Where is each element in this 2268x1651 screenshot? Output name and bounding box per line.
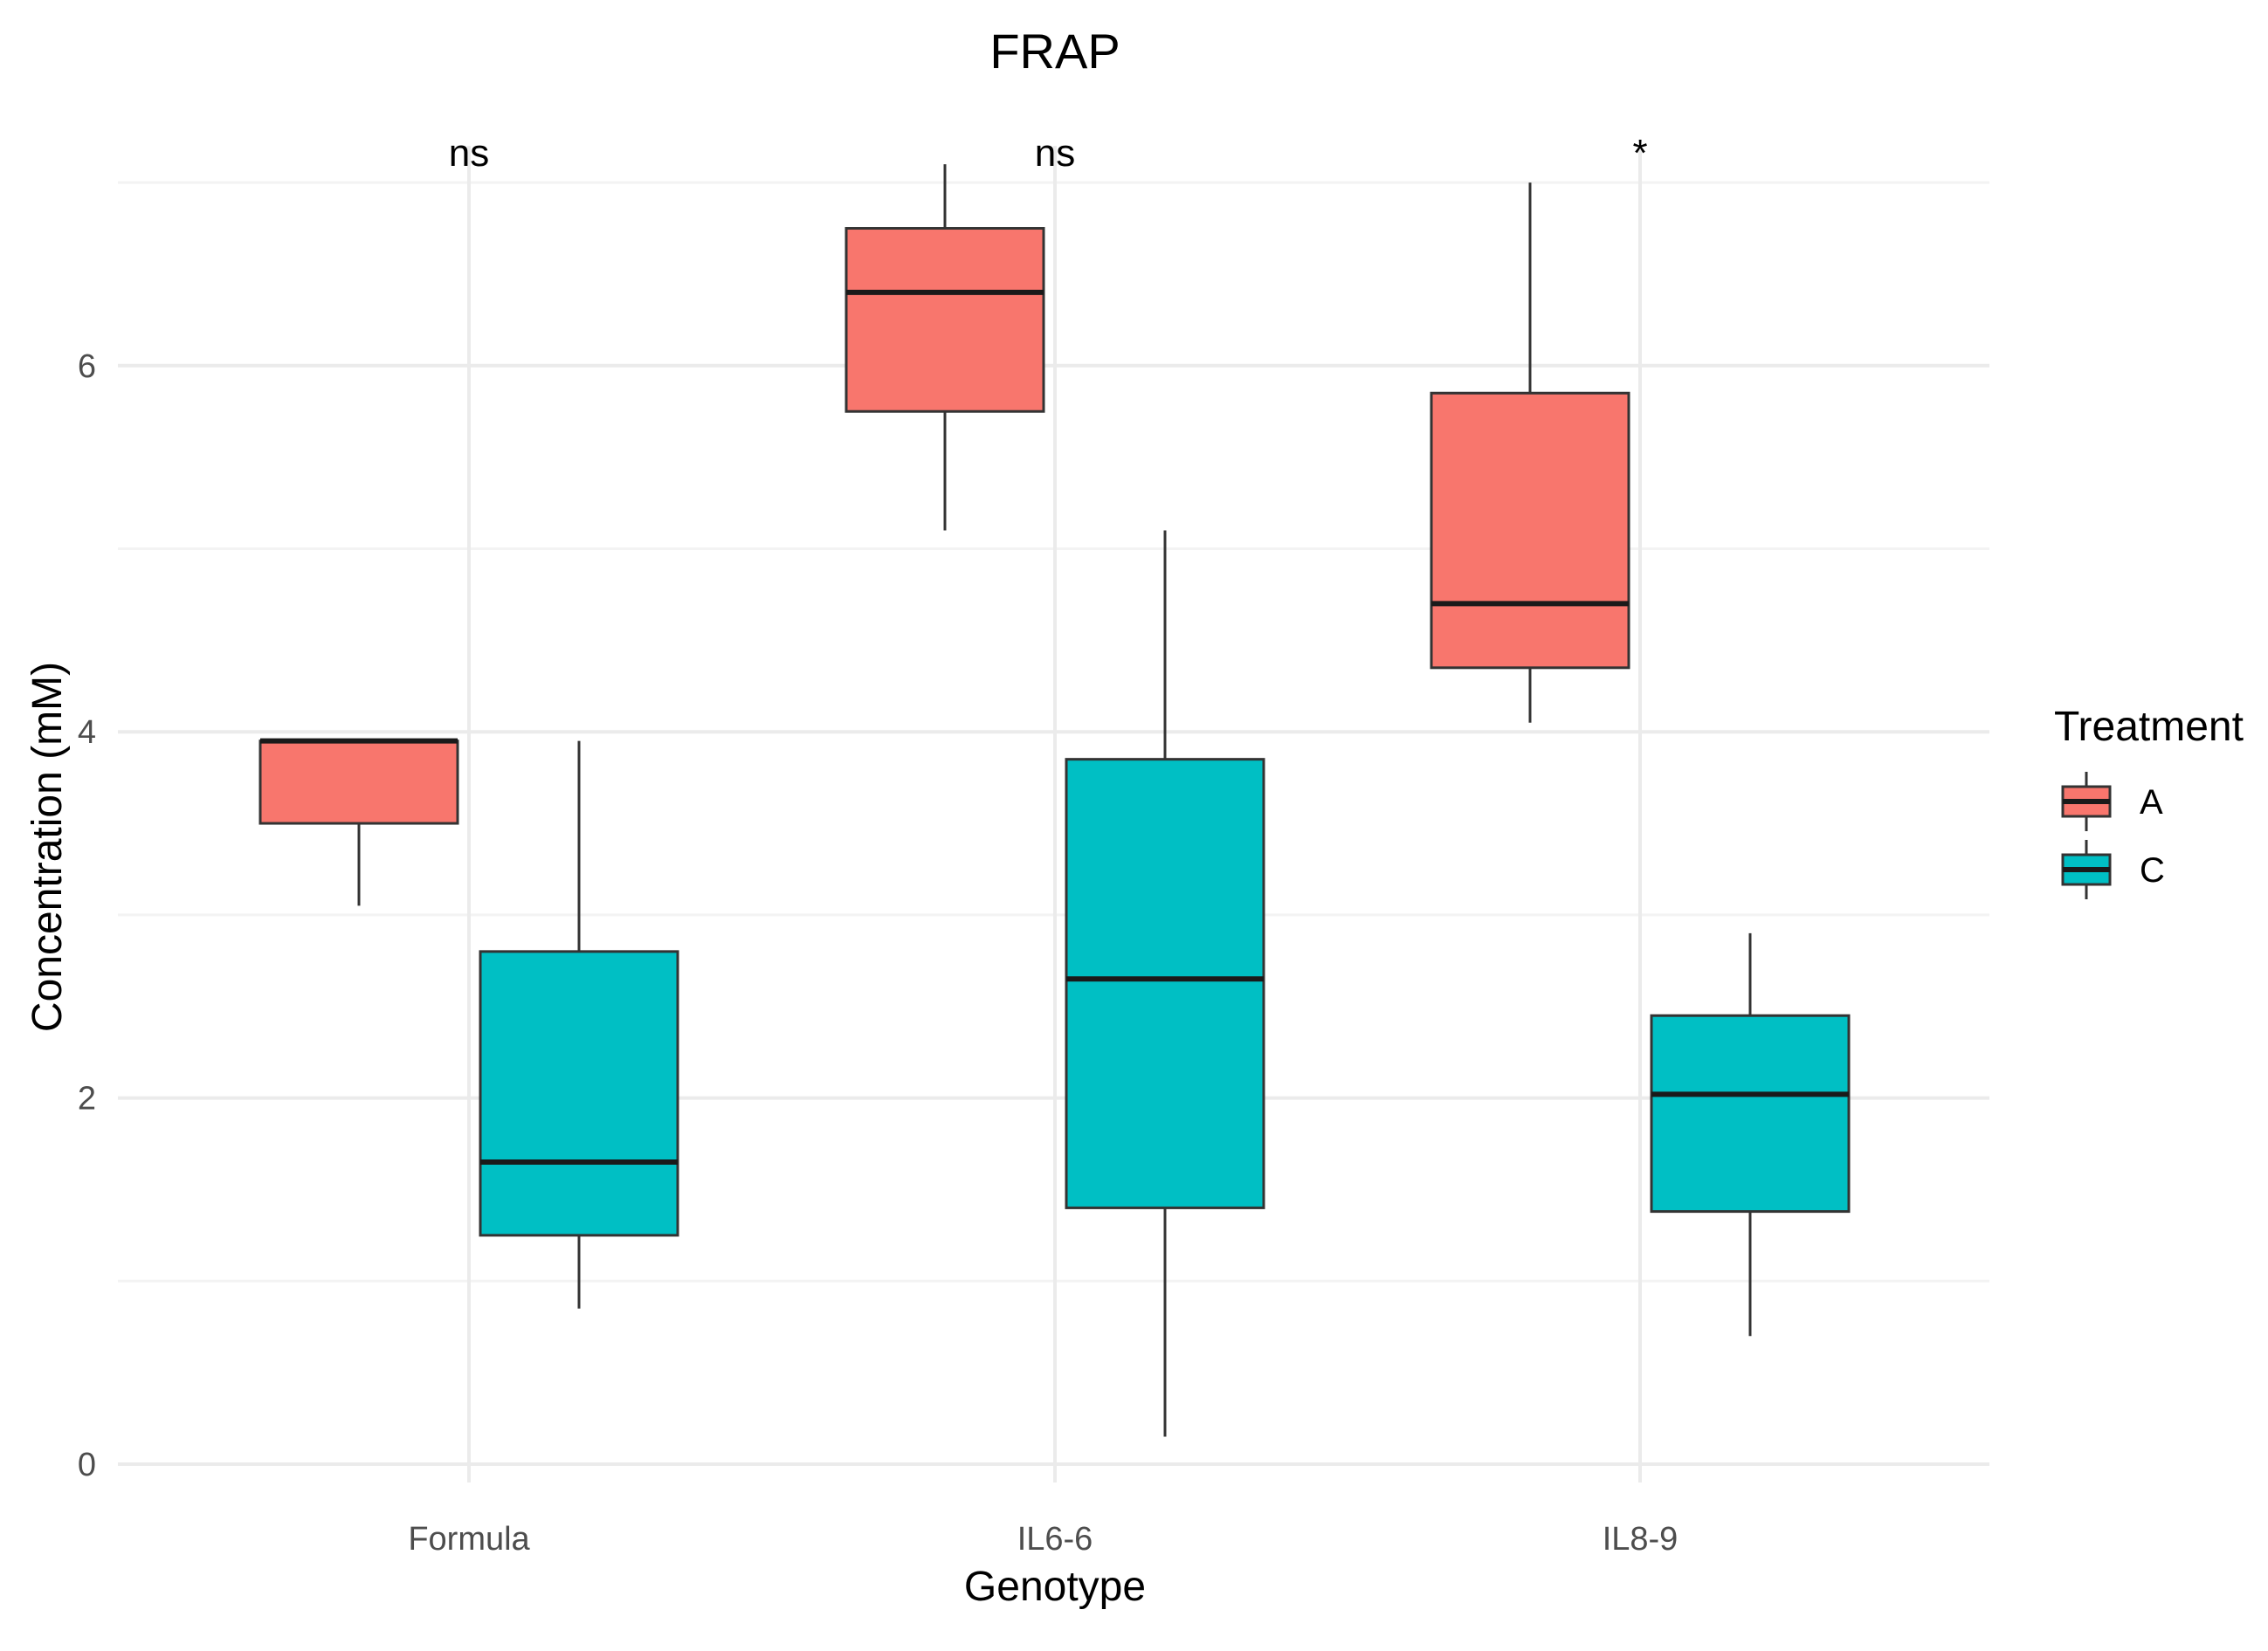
legend-label: A (2140, 783, 2163, 822)
y-axis-title: Concentration (mM) (24, 662, 71, 1032)
significance-annotations: ns ns * (449, 132, 1648, 175)
iqr-box (479, 950, 679, 1237)
box-A-IL6-6 (844, 164, 1045, 531)
box-A-IL8-9 (1430, 182, 1630, 723)
y-tick-label: 6 (78, 348, 96, 385)
significance-label: ns (449, 132, 489, 175)
iqr-box (259, 740, 459, 825)
iqr-box (844, 227, 1045, 413)
x-tick-label: IL6-6 (1017, 1521, 1093, 1558)
x-tick-label: IL8-9 (1603, 1521, 1679, 1558)
y-axis-ticks: 0 2 4 6 (78, 348, 96, 1483)
legend-title: Treatment (2054, 704, 2244, 750)
boxes (259, 164, 1851, 1437)
significance-label: * (1632, 132, 1647, 175)
legend-item-A: A (2061, 772, 2163, 831)
x-tick-label: Formula (408, 1521, 530, 1558)
y-tick-label: 0 (78, 1447, 96, 1483)
chart-title: FRAP (989, 24, 1120, 79)
iqr-box (1430, 391, 1630, 670)
legend-items: AC (2061, 772, 2165, 899)
x-axis-ticks: Formula IL6-6 IL8-9 (408, 1521, 1678, 1558)
legend: Treatment AC (2054, 704, 2244, 899)
box-C-IL6-6 (1065, 530, 1265, 1437)
box-C-IL8-9 (1650, 932, 1851, 1337)
iqr-box (1065, 758, 1265, 1209)
y-tick-label: 2 (78, 1081, 96, 1118)
significance-label: ns (1035, 132, 1075, 175)
iqr-box (1650, 1014, 1851, 1214)
x-axis-title: Genotype (964, 1564, 1146, 1610)
box-C-Formula (479, 740, 679, 1309)
y-tick-label: 4 (78, 714, 96, 751)
legend-label: C (2140, 851, 2165, 890)
legend-item-C: C (2061, 840, 2165, 899)
grid (118, 146, 1989, 1482)
box-A-Formula (259, 738, 459, 906)
